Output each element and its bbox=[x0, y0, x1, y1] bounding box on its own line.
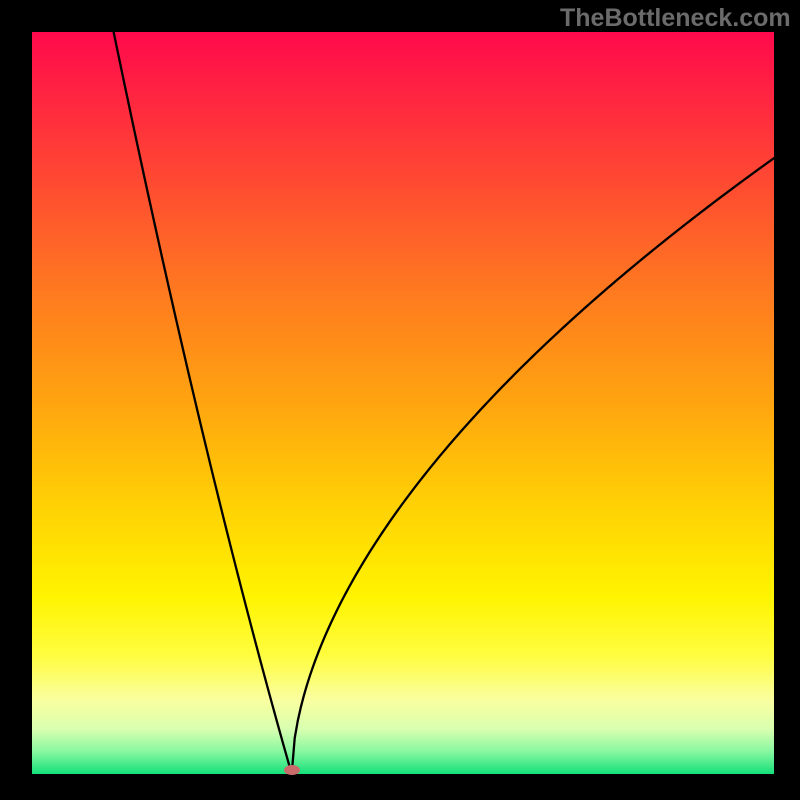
gradient-background bbox=[32, 32, 774, 774]
watermark-text: TheBottleneck.com bbox=[560, 4, 791, 33]
chart-frame bbox=[0, 0, 800, 800]
